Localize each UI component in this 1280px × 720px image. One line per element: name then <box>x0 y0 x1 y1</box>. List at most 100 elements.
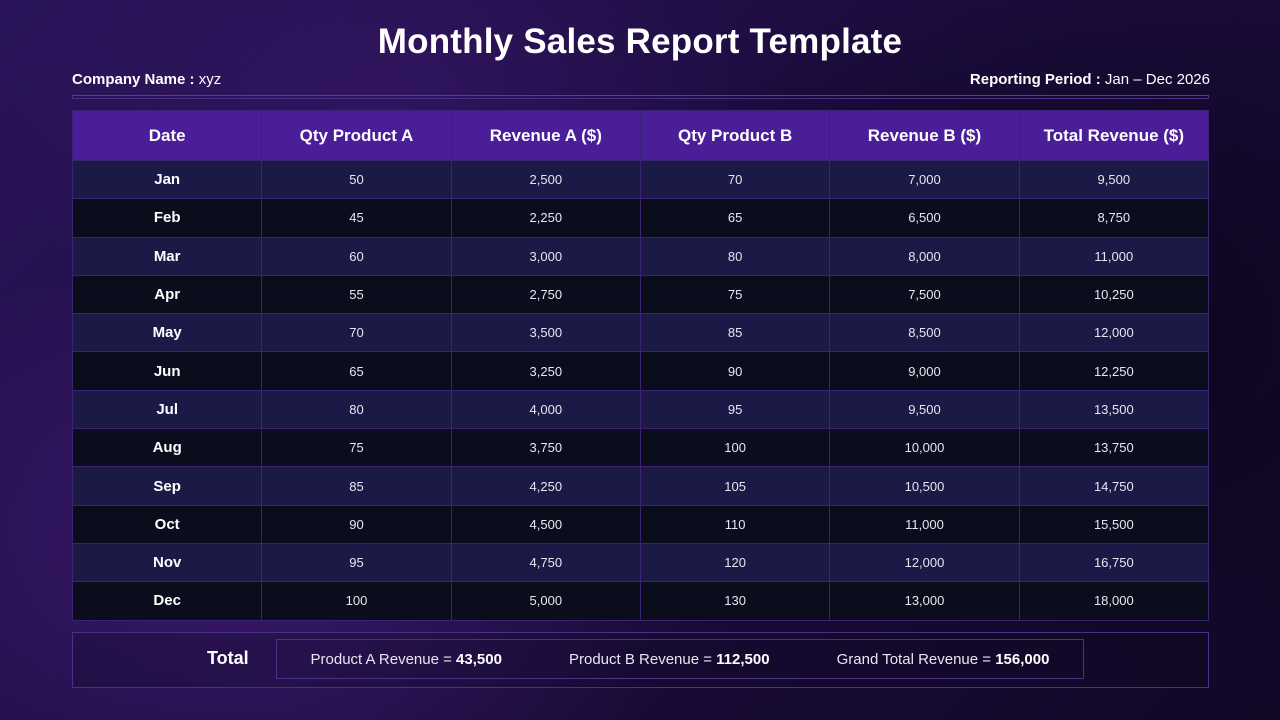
company-name-value: xyz <box>198 71 222 88</box>
reporting-period: Reporting Period : Jan – Dec 2026 <box>970 71 1210 88</box>
table-row: May 70 3,500 85 8,500 12,000 <box>71 313 1210 353</box>
cell-qty-b: 65 <box>639 198 831 238</box>
cell-revenue-a: 4,000 <box>450 389 641 430</box>
reporting-period-value: Jan – Dec 2026 <box>1104 71 1210 88</box>
table-header-row: Date Qty Product A Revenue A ($) Qty Pro… <box>71 110 1210 161</box>
cell-total-revenue: 8,750 <box>1018 198 1210 238</box>
cell-qty-b: 100 <box>639 428 831 468</box>
totals-label: Total <box>207 648 249 668</box>
grand-total-value: 156,000 <box>995 650 1050 668</box>
cell-revenue-b: 8,500 <box>829 313 1020 353</box>
cell-revenue-b: 10,000 <box>829 428 1020 468</box>
product-a-total: Product A Revenue = 43,500 <box>311 651 502 668</box>
cell-date: Jul <box>71 389 263 430</box>
cell-date: Oct <box>71 504 263 544</box>
table-row: Feb 45 2,250 65 6,500 8,750 <box>71 198 1210 238</box>
cell-qty-a: 65 <box>261 351 452 391</box>
table-row: Jun 65 3,250 90 9,000 12,250 <box>71 351 1210 391</box>
cell-qty-b: 120 <box>639 542 831 583</box>
cell-qty-b: 110 <box>639 504 831 544</box>
cell-revenue-a: 3,750 <box>450 428 641 468</box>
cell-revenue-b: 8,000 <box>829 236 1020 276</box>
cell-qty-a: 60 <box>261 236 452 276</box>
cell-revenue-b: 13,000 <box>829 581 1020 621</box>
cell-qty-b: 105 <box>639 466 831 506</box>
cell-qty-a: 100 <box>261 581 452 621</box>
cell-qty-b: 75 <box>639 274 831 315</box>
product-a-total-label: Product A Revenue = <box>310 650 457 668</box>
cell-revenue-b: 9,500 <box>829 389 1020 430</box>
cell-revenue-a: 2,250 <box>450 198 641 238</box>
cell-qty-b: 90 <box>639 351 831 391</box>
table-row: Sep 85 4,250 105 10,500 14,750 <box>71 466 1210 506</box>
cell-revenue-a: 3,250 <box>450 351 641 391</box>
table-row: Jan 50 2,500 70 7,000 9,500 <box>71 159 1210 200</box>
cell-date: Apr <box>71 274 263 315</box>
cell-date: Aug <box>71 428 263 468</box>
cell-qty-a: 45 <box>261 198 452 238</box>
cell-revenue-b: 10,500 <box>829 466 1020 506</box>
cell-revenue-a: 4,750 <box>450 542 641 583</box>
cell-date: Dec <box>71 581 263 621</box>
cell-total-revenue: 14,750 <box>1018 466 1210 506</box>
table-row: Aug 75 3,750 100 10,000 13,750 <box>71 428 1210 468</box>
table-row: Apr 55 2,750 75 7,500 10,250 <box>71 274 1210 315</box>
cell-total-revenue: 16,750 <box>1018 542 1210 583</box>
table-row: Nov 95 4,750 120 12,000 16,750 <box>71 542 1210 583</box>
grand-total: Grand Total Revenue = 156,000 <box>837 651 1050 668</box>
cell-qty-a: 85 <box>261 466 452 506</box>
cell-date: Jan <box>71 159 263 200</box>
cell-date: Feb <box>71 198 263 238</box>
totals-summary: Product A Revenue = 43,500 Product B Rev… <box>276 639 1084 679</box>
cell-revenue-b: 11,000 <box>829 504 1020 544</box>
table-row: Jul 80 4,000 95 9,500 13,500 <box>71 389 1210 430</box>
cell-qty-b: 80 <box>639 236 831 276</box>
page-title: Monthly Sales Report Template <box>377 22 903 61</box>
cell-qty-a: 95 <box>261 542 452 583</box>
cell-revenue-a: 2,500 <box>450 159 641 200</box>
cell-qty-a: 70 <box>261 313 452 353</box>
cell-qty-b: 130 <box>639 581 831 621</box>
reporting-period-label: Reporting Period : <box>969 71 1101 88</box>
grand-total-label: Grand Total Revenue = <box>836 650 996 668</box>
cell-qty-b: 95 <box>639 389 831 430</box>
cell-revenue-a: 2,750 <box>450 274 641 315</box>
column-header-revenue-a: Revenue A ($) <box>450 110 641 161</box>
cell-date: Mar <box>71 236 263 276</box>
column-header-qty-a: Qty Product A <box>261 110 452 161</box>
cell-date: Jun <box>71 351 263 391</box>
cell-qty-b: 85 <box>639 313 831 353</box>
cell-total-revenue: 12,000 <box>1018 313 1210 353</box>
cell-total-revenue: 10,250 <box>1018 274 1210 315</box>
cell-revenue-b: 12,000 <box>829 542 1020 583</box>
product-a-total-value: 43,500 <box>456 650 502 668</box>
cell-date: May <box>71 313 263 353</box>
cell-total-revenue: 13,500 <box>1018 389 1210 430</box>
cell-qty-a: 80 <box>261 389 452 430</box>
cell-qty-a: 50 <box>261 159 452 200</box>
table-row: Mar 60 3,000 80 8,000 11,000 <box>71 236 1210 276</box>
cell-total-revenue: 18,000 <box>1018 581 1210 621</box>
product-b-total: Product B Revenue = 112,500 <box>569 651 770 668</box>
company-name: Company Name : xyz <box>72 71 221 88</box>
product-b-total-label: Product B Revenue = <box>568 650 717 668</box>
cell-qty-a: 90 <box>261 504 452 544</box>
cell-revenue-a: 3,500 <box>450 313 641 353</box>
cell-date: Nov <box>71 542 263 583</box>
column-header-date: Date <box>71 110 263 161</box>
company-name-label: Company Name : <box>72 71 195 88</box>
header-divider <box>72 95 1209 99</box>
table-row: Oct 90 4,500 110 11,000 15,500 <box>71 504 1210 544</box>
cell-qty-a: 55 <box>261 274 452 315</box>
cell-revenue-b: 7,500 <box>829 274 1020 315</box>
column-header-qty-b: Qty Product B <box>639 110 831 161</box>
cell-revenue-b: 9,000 <box>829 351 1020 391</box>
column-header-total-revenue: Total Revenue ($) <box>1018 110 1210 161</box>
cell-total-revenue: 11,000 <box>1018 236 1210 276</box>
column-header-revenue-b: Revenue B ($) <box>829 110 1020 161</box>
cell-total-revenue: 12,250 <box>1018 351 1210 391</box>
cell-revenue-a: 4,500 <box>450 504 641 544</box>
cell-qty-a: 75 <box>261 428 452 468</box>
table-row: Dec 100 5,000 130 13,000 18,000 <box>71 581 1210 621</box>
cell-date: Sep <box>71 466 263 506</box>
